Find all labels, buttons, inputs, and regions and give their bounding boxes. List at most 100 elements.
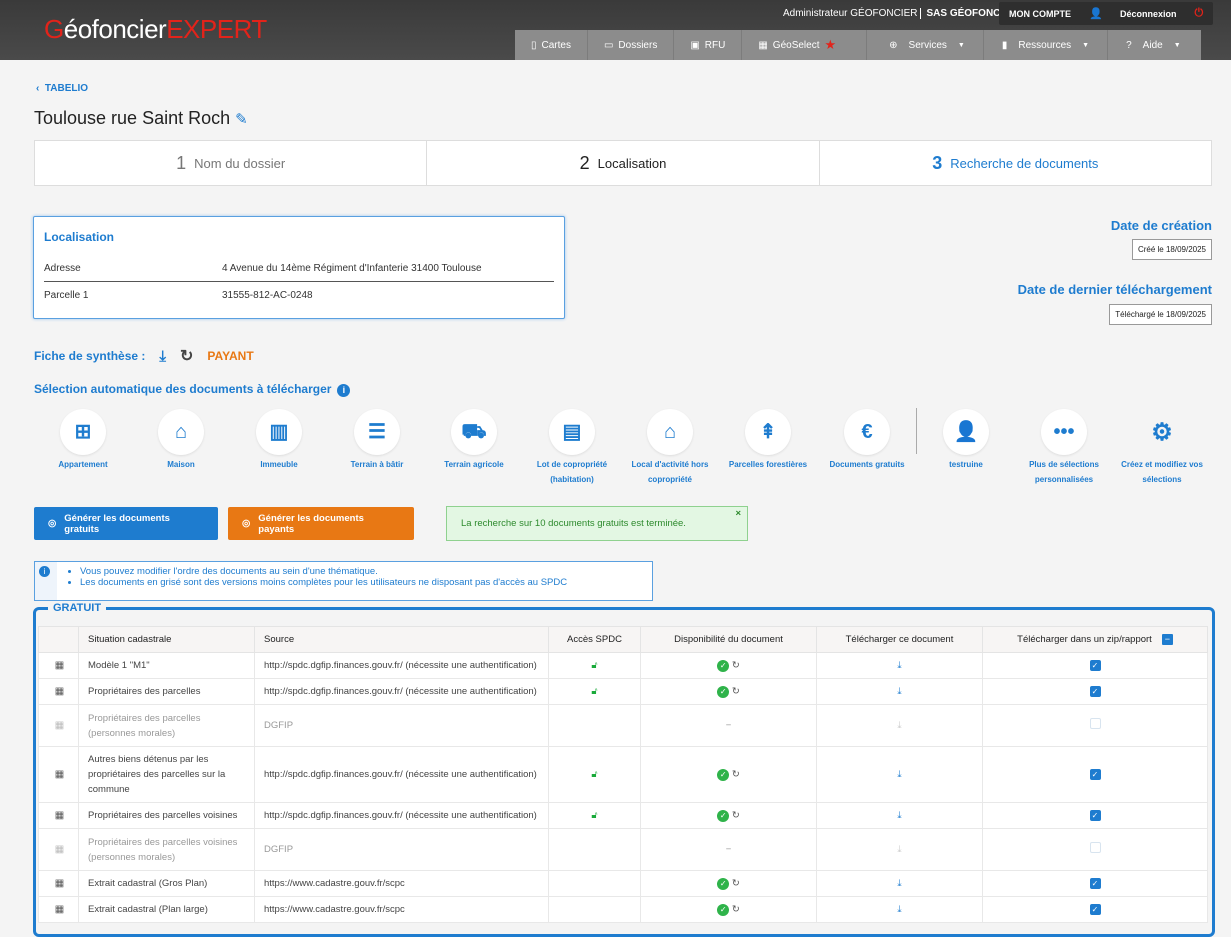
selection-title: Sélection automatique des documents à té… xyxy=(34,382,351,397)
zip-cell: ✓ xyxy=(982,678,1208,705)
drag-handle[interactable]: ▦ xyxy=(38,704,79,747)
nav-services[interactable]: ⊕ Services ▼ xyxy=(867,30,984,60)
question-icon: ? xyxy=(1126,39,1132,51)
drag-handle[interactable]: ▦ xyxy=(38,802,79,829)
zip-checkbox[interactable]: ✓ xyxy=(1089,878,1101,889)
doc-source: https://www.cadastre.gouv.fr/scpc xyxy=(254,896,549,923)
category-label: Plus de sélections xyxy=(1029,460,1099,469)
download-icon[interactable]: ⤓ xyxy=(897,904,902,915)
refresh-icon[interactable]: ↻ xyxy=(731,660,740,671)
zip-checkbox[interactable]: ✓ xyxy=(1089,769,1101,780)
drag-handle[interactable]: ▦ xyxy=(38,828,79,871)
row-key: Parcelle 1 xyxy=(44,289,89,301)
generate-paid-button[interactable]: ◎ Générer les documents payants xyxy=(228,507,414,540)
availability-cell: − xyxy=(640,828,817,871)
refresh-icon[interactable]: ↻ xyxy=(731,878,740,889)
refresh-icon[interactable]: ↻ xyxy=(180,348,194,365)
nav-rfu[interactable]: ▣ RFU xyxy=(674,30,743,60)
refresh-icon[interactable]: ↻ xyxy=(731,686,740,697)
category-documents-gratuits[interactable]: € Documents gratuits xyxy=(819,409,915,472)
refresh-icon[interactable]: ↻ xyxy=(731,810,740,821)
success-alert: La recherche sur 10 documents gratuits e… xyxy=(446,506,748,541)
category-parcelles-forestieres[interactable]: ⇞ Parcelles forestières xyxy=(720,409,816,472)
category-label: Appartement xyxy=(58,460,108,469)
caret-icon: ▼ xyxy=(1173,41,1181,49)
pencil-icon[interactable]: ✎ xyxy=(235,111,248,128)
collapse-all-toggle[interactable]: − xyxy=(1161,634,1173,645)
table-row: ▦ Extrait cadastral (Plan large) https://w… xyxy=(38,896,1208,923)
category-maison[interactable]: ⌂ Maison xyxy=(133,409,229,472)
info-bar: i xyxy=(35,562,57,600)
zip-checkbox[interactable]: ✓ xyxy=(1089,810,1101,821)
account-label: MON COMPTE xyxy=(1009,8,1071,19)
category-plus-selections[interactable]: ••• Plus de sélections personnalisées xyxy=(1016,409,1112,487)
zip-checkbox[interactable]: ✓ xyxy=(1089,686,1101,697)
category-local-activite[interactable]: ⌂ Local d'activité hors copropriété xyxy=(622,409,718,487)
folder-icon: ▭ xyxy=(603,39,614,51)
nav-geoselect[interactable]: ▦ GéoSelect ★ xyxy=(742,30,868,60)
nav-dossiers[interactable]: ▭ Dossiers xyxy=(588,30,675,60)
download-icon[interactable]: ⤓ xyxy=(897,810,902,821)
table-row: ▦ Extrait cadastral (Gros Plan) https://ww… xyxy=(38,870,1208,897)
col-header: Télécharger dans un zip/rapport xyxy=(1017,634,1152,645)
drag-handle[interactable]: ▦ xyxy=(38,896,79,923)
generate-free-button[interactable]: ◎ Générer les documents gratuits xyxy=(34,507,218,540)
step-3[interactable]: 3 Recherche de documents xyxy=(820,141,1211,185)
category-terrain-agricole[interactable]: ⛟ Terrain agricole xyxy=(426,409,522,472)
zip-checkbox[interactable] xyxy=(1089,717,1101,729)
step-label: Localisation xyxy=(597,155,667,171)
account-button[interactable]: MON COMPTE 👤 xyxy=(999,2,1113,25)
doc-source: http://spdc.dgfip.finances.gouv.fr/ (néc… xyxy=(254,746,549,803)
doc-source: http://spdc.dgfip.finances.gouv.fr/ (néc… xyxy=(254,678,549,705)
category-label: Maison xyxy=(167,460,195,469)
nav-ressources[interactable]: ▮ Ressources ▼ xyxy=(984,30,1109,60)
step-2[interactable]: 2 Localisation xyxy=(427,141,820,185)
info-box: i Vous pouvez modifier l'ordre des docum… xyxy=(34,561,653,601)
nav-aide[interactable]: ? Aide ▼ xyxy=(1108,30,1199,60)
category-immeuble[interactable]: ▥ Immeuble xyxy=(231,409,327,472)
drag-handle[interactable]: ▦ xyxy=(38,746,79,803)
category-lot-copropriete[interactable]: ▤ Lot de copropriété (habitation) xyxy=(524,409,620,487)
category-appartement[interactable]: ⊞ Appartement xyxy=(35,409,131,472)
nav-cartes[interactable]: ▯ Cartes xyxy=(515,30,588,60)
logo[interactable]: GéofoncierEXPERT xyxy=(44,14,267,45)
creation-date-value: Créé le 18/09/2025 xyxy=(1131,239,1212,260)
unlock-icon: 🔓︎ xyxy=(591,660,598,671)
zip-checkbox[interactable]: ✓ xyxy=(1089,904,1101,915)
download-icon[interactable]: ⤓ xyxy=(897,686,902,697)
download-icon[interactable]: ⤓ xyxy=(897,660,902,671)
zip-checkbox[interactable]: ✓ xyxy=(1089,660,1101,671)
refresh-icon[interactable]: ↻ xyxy=(731,769,740,780)
table-row: ▦ Modèle 1 "M1" http://spdc.dgfip.finances… xyxy=(38,652,1208,679)
zip-cell: ✓ xyxy=(982,802,1208,829)
alert-text: La recherche sur 10 documents gratuits e… xyxy=(461,518,686,529)
download-icon[interactable]: ⤓ xyxy=(897,878,902,889)
zip-checkbox[interactable] xyxy=(1089,841,1101,853)
drag-handle[interactable]: ▦ xyxy=(38,870,79,897)
main-nav: ▯ Cartes ▭ Dossiers ▣ RFU ▦ GéoSelect ★ ⊕ Serv… xyxy=(515,30,1201,60)
close-icon[interactable]: × xyxy=(735,508,741,519)
refresh-icon[interactable]: ↻ xyxy=(731,904,740,915)
info-icon[interactable]: i xyxy=(337,384,351,397)
step-1[interactable]: 1 Nom du dossier xyxy=(35,141,428,185)
check-circle-icon: ✓ xyxy=(717,769,730,781)
fiche-synthese: Fiche de synthèse : ⤓ ↻ PAYANT xyxy=(34,346,254,366)
unlock-icon: 🔓︎ xyxy=(591,810,598,821)
category-label: Lot de copropriété xyxy=(536,460,608,469)
download-icon[interactable]: ⤓ xyxy=(897,769,902,780)
download-cell: ⤓ xyxy=(816,896,983,923)
logout-button[interactable]: Déconnexion ⏻ xyxy=(1110,2,1214,25)
category-testruine[interactable]: 👤 testruine xyxy=(918,409,1014,472)
breadcrumb-back-link[interactable]: ‹ TABELIO xyxy=(36,83,88,94)
download-icon[interactable]: ⤓ xyxy=(159,347,167,365)
availability-cell: − xyxy=(640,704,817,747)
availability-cell: ✓ ↻ xyxy=(640,870,817,897)
check-circle-icon: ✓ xyxy=(717,686,730,698)
category-creez-selections[interactable]: ⚙ Créez et modifiez vos sélections xyxy=(1114,409,1210,487)
fiche-status: PAYANT xyxy=(207,349,254,363)
drag-handle[interactable]: ▦ xyxy=(38,652,79,679)
condo-icon: ▤ xyxy=(549,409,595,455)
category-terrain-a-batir[interactable]: ☰ Terrain à bâtir xyxy=(329,409,425,472)
drag-handle[interactable]: ▦ xyxy=(38,678,79,705)
search-doc-icon: ◎ xyxy=(242,518,251,529)
